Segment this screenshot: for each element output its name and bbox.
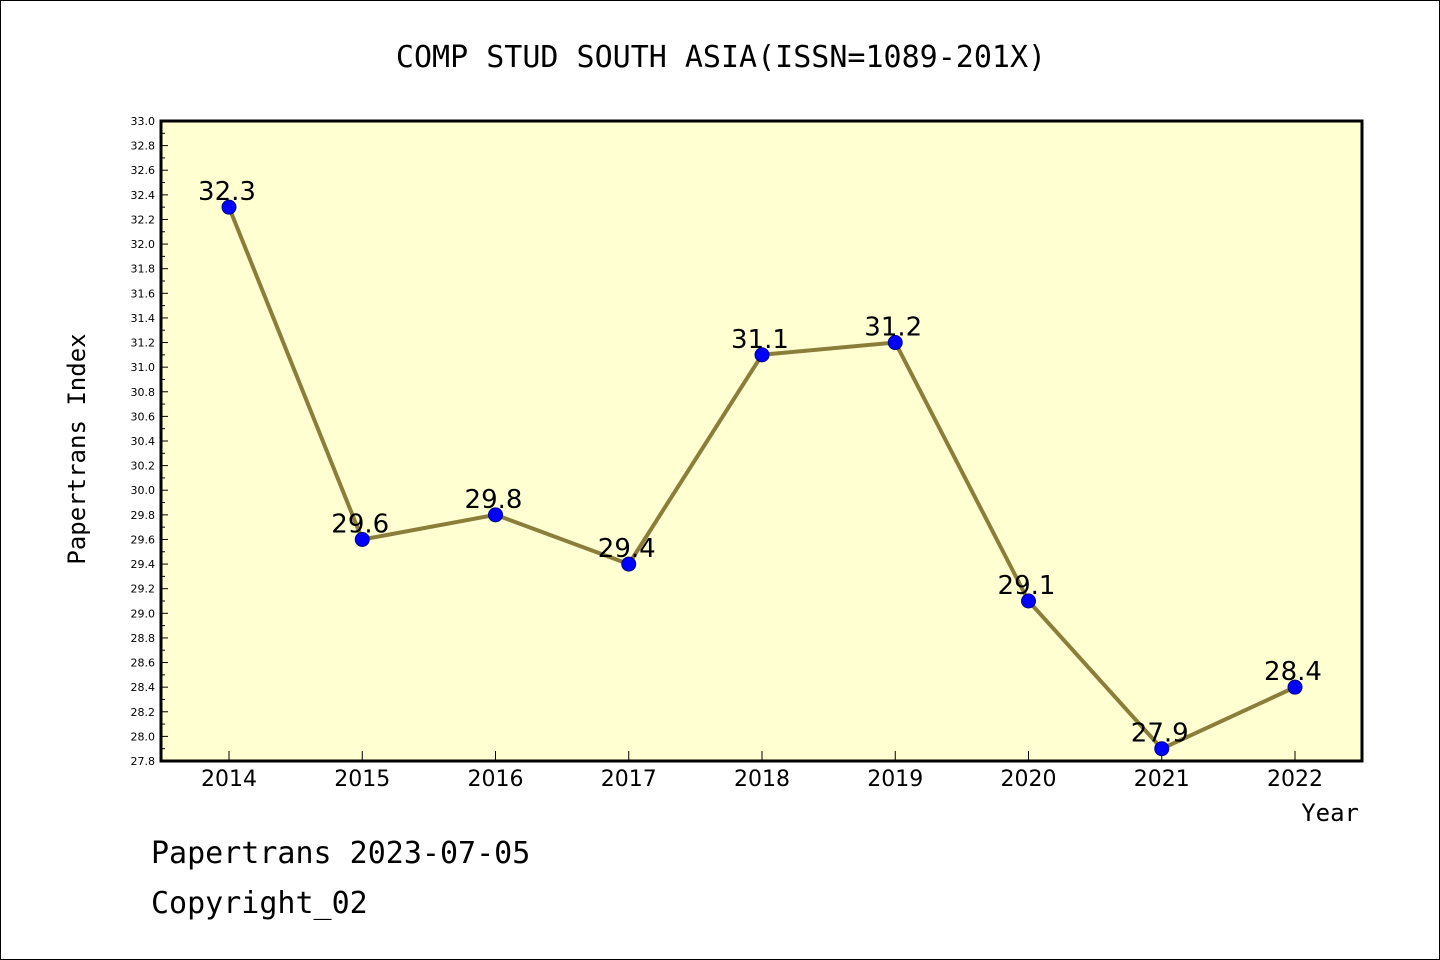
y-axis-title: Papertrans Index	[63, 333, 91, 564]
data-label: 27.9	[1131, 719, 1189, 749]
data-point-marker	[1021, 593, 1036, 609]
data-point-marker	[488, 507, 503, 523]
footer-date: Papertrans 2023-07-05	[151, 836, 531, 871]
data-label: 32.3	[198, 177, 256, 207]
x-tick-label: 2022	[1267, 767, 1323, 792]
y-tick-label: 28.0	[131, 730, 156, 743]
data-point-marker	[621, 556, 637, 572]
y-tick-label: 29.2	[131, 583, 156, 596]
y-tick-label: 32.0	[131, 238, 156, 251]
y-tick-label: 29.4	[131, 558, 156, 571]
y-tick-label: 30.2	[131, 460, 156, 473]
y-tick-label: 30.8	[131, 386, 156, 399]
y-tick-label: 30.6	[131, 410, 156, 423]
x-tick-label: 2016	[468, 767, 524, 792]
y-tick-label: 32.8	[131, 140, 156, 153]
y-tick-label: 32.2	[131, 213, 156, 226]
y-tick-label: 31.0	[131, 361, 156, 374]
data-label: 31.1	[731, 325, 789, 355]
y-tick-label: 28.6	[131, 657, 156, 670]
y-tick-label: 31.8	[131, 263, 156, 276]
y-tick-label: 31.2	[131, 337, 156, 350]
y-tick-label: 28.4	[131, 681, 156, 694]
x-tick-label: 2015	[334, 767, 390, 792]
y-tick-label: 29.0	[131, 607, 156, 620]
data-point-marker	[354, 531, 370, 547]
data-label: 28.4	[1264, 657, 1322, 687]
y-tick-label: 28.8	[131, 632, 156, 645]
y-tick-label: 30.4	[131, 435, 156, 448]
y-tick-label: 30.0	[131, 484, 156, 497]
y-tick-label: 28.2	[131, 706, 156, 719]
y-tick-label: 31.4	[131, 312, 156, 325]
y-tick-label: 29.8	[131, 509, 156, 522]
y-tick-label: 31.6	[131, 287, 156, 300]
data-point-marker	[221, 199, 237, 215]
x-tick-label: 2020	[1001, 767, 1057, 792]
y-tick-label: 32.6	[131, 164, 156, 177]
y-tick-label: 32.4	[131, 189, 156, 202]
x-axis-title: Year	[1301, 799, 1359, 827]
data-point-marker	[1287, 679, 1303, 695]
x-axis: 2014 2015 2016 2017 2018 2019 2020 2021 2022	[201, 751, 1323, 792]
plot-area	[159, 119, 1364, 763]
data-label: 31.2	[864, 313, 922, 343]
x-tick-label: 2019	[867, 767, 923, 792]
data-label: 29.1	[998, 571, 1056, 601]
data-label: 29.6	[331, 509, 389, 539]
data-point-marker	[754, 347, 770, 363]
x-tick-label: 2021	[1134, 767, 1190, 792]
data-labels: 32.3 29.6 29.8 29.4 31.1 31.2 29.1 27.9 28.4	[198, 177, 1322, 749]
x-tick-label: 2018	[734, 767, 790, 792]
data-point-marker	[1154, 741, 1170, 757]
y-axis: 27.8 28.0 28.2 28.4 28.6 28.8 29.0 29.2 29.4 29.6…	[131, 115, 168, 768]
y-tick-label: 29.6	[131, 533, 156, 546]
footer-copyright: Copyright_02	[151, 886, 368, 921]
data-label: 29.8	[465, 485, 523, 515]
data-point-marker	[887, 335, 903, 351]
data-label: 29.4	[598, 534, 656, 564]
y-tick-label: 27.8	[131, 755, 156, 768]
y-tick-label: 33.0	[131, 115, 156, 128]
x-tick-label: 2014	[201, 767, 257, 792]
series-line-group	[221, 199, 1303, 757]
chart-title: COMP STUD SOUTH ASIA(ISSN=1089-201X)	[396, 40, 1046, 75]
x-tick-label: 2017	[601, 767, 657, 792]
